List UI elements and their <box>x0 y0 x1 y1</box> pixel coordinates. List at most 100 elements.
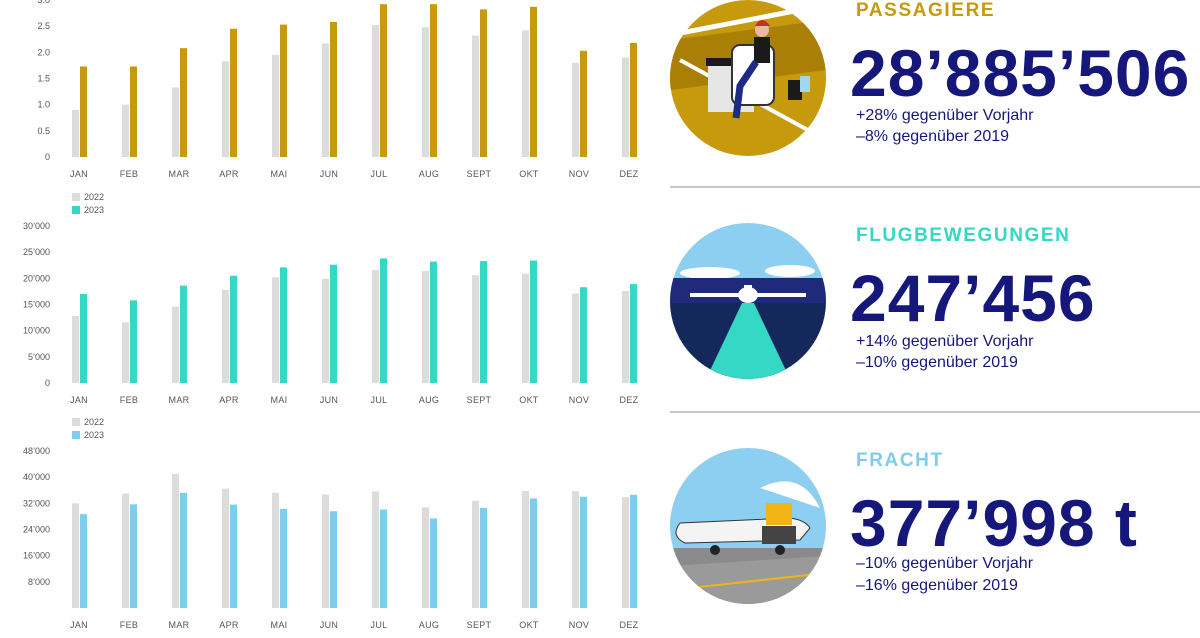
x-category-label: APR <box>219 395 239 405</box>
airplane-runway-illustration <box>670 223 826 379</box>
bar-2022-nov <box>572 491 579 608</box>
bar-2022-jul <box>372 25 379 158</box>
x-category-label: SEPT <box>467 395 492 405</box>
bar-2022-aug <box>422 507 429 608</box>
legend-swatch-2023 <box>72 431 80 439</box>
bar-2022-feb <box>122 322 129 383</box>
y-tick-label: 2.0 <box>37 47 50 57</box>
legend-label-2022: 2022 <box>84 417 104 427</box>
kpi-change-previous-year: +28% gegenüber Vorjahr <box>856 107 1034 124</box>
y-tick-label: 25’000 <box>23 247 50 257</box>
x-category-label: JAN <box>70 395 88 405</box>
bar-2023-mai <box>280 267 287 383</box>
x-category-label: APR <box>219 620 239 630</box>
bar-2023-apr <box>230 28 237 158</box>
x-category-label: SEPT <box>467 169 492 179</box>
bar-2023-apr <box>230 275 237 383</box>
bar-2022-apr <box>222 488 229 608</box>
y-tick-label: 0.5 <box>37 126 50 136</box>
kpi-value: 28’885’506 <box>850 36 1191 110</box>
x-category-label: JUN <box>320 620 338 630</box>
kpi-change-previous-year: –10% gegenüber Vorjahr <box>856 555 1034 572</box>
x-category-label: AUG <box>419 169 439 179</box>
fracht-bar-chart: 2022 2023 8’000 16’000 24’000 32’000 40’000 48’… <box>23 417 639 630</box>
bar-2022-jul <box>372 491 379 608</box>
y-tick-label: 32’000 <box>23 498 50 508</box>
x-category-label: JAN <box>70 620 88 630</box>
bar-2022-dez <box>622 497 629 608</box>
bar-2023-feb <box>130 300 137 383</box>
passagiere-bar-chart: 2022202300.51.01.52.02.53.0JANFEBMARAPRM… <box>37 0 639 179</box>
bar-2023-jul <box>380 4 387 157</box>
bar-2023-mar <box>180 48 187 157</box>
x-category-label: DEZ <box>620 620 639 630</box>
bar-2023-jan <box>80 66 87 157</box>
x-category-label: APR <box>219 169 239 179</box>
y-tick-label: 0 <box>45 378 50 388</box>
y-tick-label: 1.5 <box>37 74 50 84</box>
bar-2022-jun <box>322 494 329 608</box>
bar-2023-jul <box>380 509 387 608</box>
bar-2023-jun <box>330 21 337 158</box>
legend-label-2022: 2022 <box>84 192 104 202</box>
x-category-label: JUL <box>371 620 388 630</box>
y-tick-label: 15’000 <box>23 300 50 310</box>
y-tick-label: 16’000 <box>23 551 50 561</box>
bar-2023-mar <box>180 285 187 383</box>
bar-2022-jul <box>372 269 379 383</box>
bar-2022-mai <box>272 492 279 608</box>
bar-2023-mai <box>280 508 287 608</box>
x-category-label: OKT <box>519 395 539 405</box>
x-category-label: OKT <box>519 169 539 179</box>
bar-2022-sept <box>472 35 479 157</box>
bar-2022-mar <box>172 87 179 157</box>
x-category-label: NOV <box>569 395 589 405</box>
x-category-label: DEZ <box>620 169 639 179</box>
kpi-change-previous-year: +14% gegenüber Vorjahr <box>856 333 1034 350</box>
x-category-label: MAI <box>271 620 288 630</box>
bar-2023-nov <box>580 287 587 383</box>
bar-2023-okt <box>530 260 537 383</box>
bar-2023-okt <box>530 498 537 608</box>
bar-2023-sept <box>480 507 487 608</box>
x-category-label: MAI <box>271 395 288 405</box>
bar-2022-jan <box>72 109 79 157</box>
y-tick-label: 3.0 <box>37 0 50 5</box>
flugbewegungen-section: 2022 2023 0 5’000 10’000 15’000 20’000 25’000 30… <box>0 188 1200 413</box>
bar-2023-jun <box>330 264 337 383</box>
y-tick-label: 48’000 <box>23 446 50 456</box>
x-category-label: JUN <box>320 169 338 179</box>
kpi-change-2019: –10% gegenüber 2019 <box>856 354 1018 371</box>
kpi-change-2019: –8% gegenüber 2019 <box>856 128 1010 145</box>
bar-2022-apr <box>222 289 229 383</box>
bar-2022-okt <box>522 490 529 608</box>
y-tick-label: 5’000 <box>28 352 50 362</box>
bar-2023-jul <box>380 258 387 383</box>
y-tick-label: 24’000 <box>23 525 50 535</box>
fracht-section: 2022 2023 8’000 16’000 24’000 32’000 40’000 48’… <box>0 413 1200 638</box>
x-category-label: SEPT <box>467 620 492 630</box>
bar-2022-mar <box>172 306 179 383</box>
bar-2022-dez <box>622 290 629 383</box>
bar-2023-jan <box>80 294 87 383</box>
bar-2022-sept <box>472 500 479 608</box>
bar-2023-dez <box>630 42 637 157</box>
y-tick-label: 10’000 <box>23 326 50 336</box>
x-category-label: MAR <box>169 620 190 630</box>
x-category-label: AUG <box>419 620 439 630</box>
kpi-value: 247’456 <box>850 261 1096 335</box>
bar-2022-apr <box>222 61 229 157</box>
bar-2022-okt <box>522 30 529 157</box>
x-category-label: OKT <box>519 620 539 630</box>
bar-2023-feb <box>130 504 137 608</box>
y-tick-label: 0 <box>45 152 50 162</box>
kpi-title: FLUGBEWEGUNGEN <box>856 225 1071 246</box>
x-category-label: AUG <box>419 395 439 405</box>
passenger-illustration <box>670 0 826 156</box>
x-category-label: MAR <box>169 395 190 405</box>
x-category-label: JUN <box>320 395 338 405</box>
bar-2022-feb <box>122 493 129 608</box>
x-category-label: FEB <box>120 169 138 179</box>
x-category-label: MAR <box>169 169 190 179</box>
x-category-label: NOV <box>569 169 589 179</box>
